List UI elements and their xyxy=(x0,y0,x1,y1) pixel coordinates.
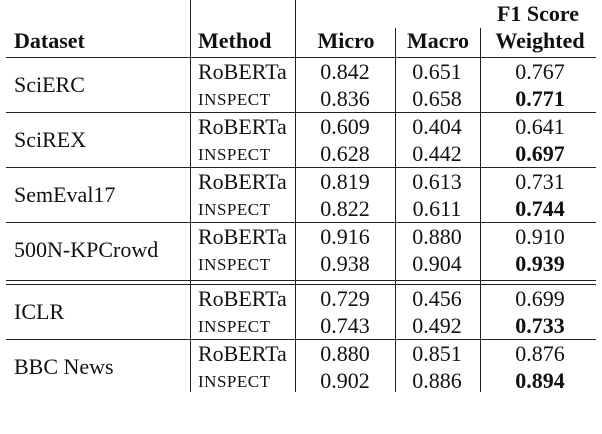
macro-cell: 0.651 xyxy=(412,59,462,84)
micro-cell: 0.916 xyxy=(320,224,370,249)
double-rule xyxy=(6,280,596,282)
weighted-cell: 0.910 xyxy=(515,224,565,249)
macro-cell: 0.851 xyxy=(412,341,462,366)
method-cell: RoBERTa xyxy=(198,114,287,139)
method-cell: RoBERTa xyxy=(198,59,287,84)
weighted-cell: 0.939 xyxy=(515,251,565,276)
weighted-cell: 0.894 xyxy=(515,368,565,393)
micro-cell: 0.938 xyxy=(320,251,370,276)
weighted-cell: 0.876 xyxy=(515,341,565,366)
header-dataset: Dataset xyxy=(14,28,85,53)
micro-cell: 0.819 xyxy=(320,169,370,194)
header-macro: Macro xyxy=(407,28,469,53)
method-cell: INSPECT xyxy=(198,145,271,164)
dataset-cell: ICLR xyxy=(14,299,65,324)
micro-cell: 0.880 xyxy=(320,341,370,366)
micro-cell: 0.836 xyxy=(320,86,370,111)
header-method: Method xyxy=(198,28,272,53)
weighted-cell: 0.699 xyxy=(515,286,565,311)
method-cell: INSPECT xyxy=(198,372,271,391)
column-rule xyxy=(480,28,482,392)
column-rule xyxy=(190,0,192,392)
macro-cell: 0.404 xyxy=(412,114,462,139)
column-rule xyxy=(295,0,297,392)
header-f1-score: F1 Score xyxy=(496,1,580,26)
micro-cell: 0.609 xyxy=(320,114,370,139)
weighted-cell: 0.641 xyxy=(515,114,565,139)
macro-cell: 0.492 xyxy=(412,313,462,338)
weighted-cell: 0.744 xyxy=(515,196,565,221)
header-weighted: Weighted xyxy=(495,28,585,53)
row-rule xyxy=(6,112,596,114)
dataset-cell: SemEval17 xyxy=(14,182,116,207)
row-rule xyxy=(6,57,596,59)
micro-cell: 0.743 xyxy=(320,313,370,338)
method-cell: RoBERTa xyxy=(198,341,287,366)
micro-cell: 0.628 xyxy=(320,141,370,166)
dataset-cell: 500N-KPCrowd xyxy=(14,237,159,262)
header-micro: Micro xyxy=(317,28,375,53)
method-cell: INSPECT xyxy=(198,317,271,336)
macro-cell: 0.880 xyxy=(412,224,462,249)
micro-cell: 0.902 xyxy=(320,368,370,393)
micro-cell: 0.729 xyxy=(320,286,370,311)
method-cell: RoBERTa xyxy=(198,286,287,311)
micro-cell: 0.822 xyxy=(320,196,370,221)
row-rule xyxy=(6,167,596,169)
weighted-cell: 0.767 xyxy=(515,59,565,84)
row-rule xyxy=(6,222,596,224)
macro-cell: 0.904 xyxy=(412,251,462,276)
method-cell: RoBERTa xyxy=(198,169,287,194)
column-rule xyxy=(395,28,397,392)
dataset-cell: SciERC xyxy=(14,72,85,97)
method-cell: INSPECT xyxy=(198,200,271,219)
macro-cell: 0.442 xyxy=(412,141,462,166)
weighted-cell: 0.771 xyxy=(515,86,565,111)
dataset-cell: SciREX xyxy=(14,127,87,152)
dataset-cell: BBC News xyxy=(14,354,114,379)
row-rule xyxy=(6,339,596,341)
row-rule xyxy=(6,284,596,286)
method-cell: INSPECT xyxy=(198,90,271,109)
macro-cell: 0.611 xyxy=(412,196,462,221)
micro-cell: 0.842 xyxy=(320,59,370,84)
macro-cell: 0.886 xyxy=(412,368,462,393)
weighted-cell: 0.731 xyxy=(515,169,565,194)
macro-cell: 0.658 xyxy=(412,86,462,111)
method-cell: RoBERTa xyxy=(198,224,287,249)
method-cell: INSPECT xyxy=(198,255,271,274)
weighted-cell: 0.697 xyxy=(515,141,565,166)
macro-cell: 0.456 xyxy=(412,286,462,311)
macro-cell: 0.613 xyxy=(412,169,462,194)
weighted-cell: 0.733 xyxy=(515,313,565,338)
